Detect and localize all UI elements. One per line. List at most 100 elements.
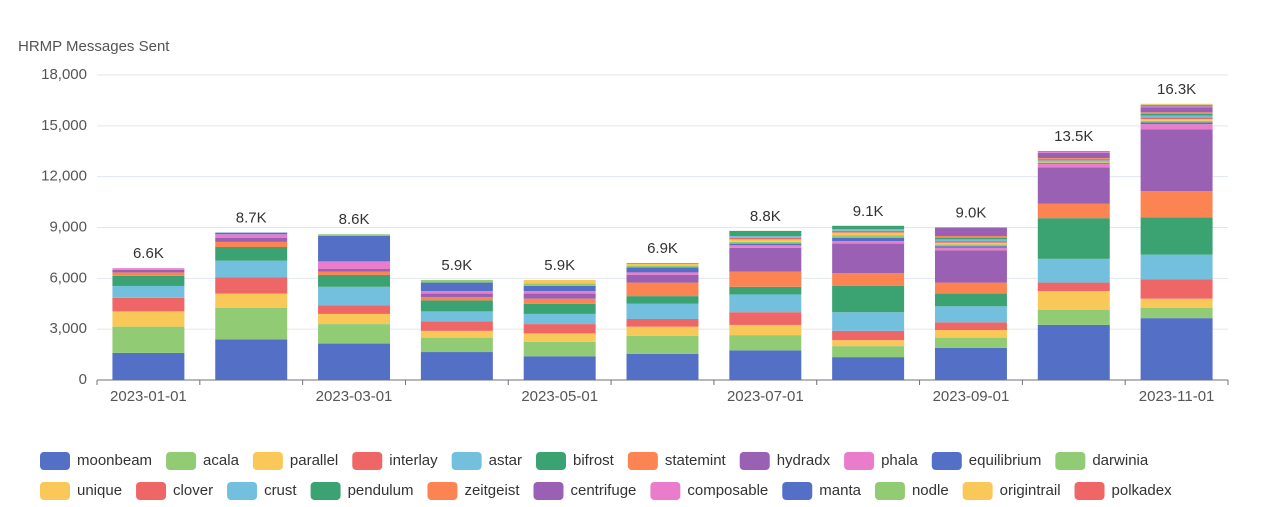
- bar-segment: [1140, 112, 1213, 114]
- bar-segment: [1140, 318, 1213, 380]
- bar-segment: [934, 237, 1007, 240]
- bar-segment: [215, 241, 288, 247]
- bar-segment: [1037, 161, 1110, 163]
- bar-segment: [729, 235, 802, 238]
- legend-item: moonbeam: [40, 452, 152, 470]
- legend-label: polkadex: [1112, 482, 1173, 499]
- legend-swatch: [1055, 452, 1086, 470]
- bar-segment: [420, 296, 493, 301]
- bar-segment: [626, 263, 699, 266]
- legend-swatch: [1074, 482, 1105, 500]
- bar-segment: [1037, 160, 1110, 162]
- legend-swatch: [252, 452, 283, 470]
- legend-label: parallel: [290, 452, 338, 469]
- bar-segment: [318, 271, 391, 275]
- legend-item: pendulum: [310, 482, 414, 500]
- bar-segment: [934, 250, 1007, 283]
- bar-segment: [1037, 152, 1110, 159]
- bar-segment: [420, 321, 493, 331]
- bar-segment: [318, 235, 391, 262]
- legend-swatch: [40, 452, 70, 470]
- bar-segment: [934, 227, 1007, 236]
- bar-segment: [112, 285, 185, 298]
- legend-swatch: [627, 452, 658, 470]
- legend-label: hydradx: [777, 452, 831, 469]
- bar-segment: [1140, 103, 1213, 105]
- legend-swatch: [310, 482, 341, 500]
- bar-segment: [729, 237, 802, 240]
- bar-segment: [832, 241, 905, 244]
- x-tick-label: 2023-01-01: [110, 388, 187, 405]
- bar-segment: [934, 330, 1007, 338]
- bar-segment: [420, 352, 493, 380]
- bar-segment: [318, 324, 391, 344]
- legend-label: pendulum: [348, 482, 414, 499]
- bar-segment: [420, 291, 493, 294]
- bar-segment: [420, 280, 493, 283]
- legend-label: unique: [77, 482, 122, 499]
- y-tick-label: 0: [79, 371, 87, 388]
- legend-label: phala: [881, 452, 918, 469]
- bar-segment: [523, 303, 596, 314]
- legend-label: equilibrium: [969, 452, 1042, 469]
- total-label: 8.8K: [750, 208, 781, 225]
- bar-segment: [1037, 159, 1110, 161]
- legend-label: zeitgeist: [464, 482, 520, 499]
- legend-label: origintrail: [1000, 482, 1061, 499]
- bar-segment: [215, 339, 288, 380]
- bar-segment: [1037, 151, 1110, 153]
- bar-segment: [729, 271, 802, 287]
- bar-segment: [832, 312, 905, 331]
- total-label: 16.3K: [1157, 81, 1196, 98]
- bar-segment: [1140, 119, 1213, 121]
- bar-segment: [832, 330, 905, 341]
- legend-swatch: [352, 452, 383, 470]
- bar-segment: [934, 241, 1007, 243]
- legend-swatch: [136, 482, 167, 500]
- bar-segment: [832, 273, 905, 286]
- legend-label: crust: [264, 482, 297, 499]
- bar-segment: [729, 243, 802, 246]
- bar-segment: [215, 307, 288, 340]
- bar-segment: [832, 357, 905, 380]
- legend-item: darwinia: [1055, 452, 1149, 470]
- bar-segment: [832, 229, 905, 231]
- y-tick-label: 12,000: [41, 168, 87, 185]
- bar-segment: [523, 333, 596, 342]
- legend-item: origintrail: [962, 482, 1061, 500]
- bar-segment: [832, 237, 905, 242]
- bar-segment: [729, 241, 802, 244]
- total-label: 9.1K: [853, 203, 884, 220]
- bar-segment: [626, 267, 699, 273]
- legend-label: statemint: [665, 452, 727, 469]
- bar-segment: [934, 235, 1007, 238]
- legend-item: polkadex: [1074, 482, 1173, 500]
- y-tick-label: 18,000: [41, 66, 87, 83]
- total-label: 13.5K: [1054, 128, 1093, 145]
- legend-label: manta: [819, 482, 861, 499]
- total-label: 6.9K: [647, 240, 678, 257]
- bar-segment: [626, 319, 699, 327]
- bar-segment: [318, 269, 391, 272]
- bar-segment: [832, 230, 905, 233]
- total-label: 9.0K: [956, 204, 987, 221]
- bar-segment: [215, 246, 288, 261]
- bar-segment: [112, 352, 185, 380]
- legend-swatch: [227, 482, 258, 500]
- bar-segment: [523, 341, 596, 357]
- bar-segment: [112, 268, 185, 270]
- bar-segment: [626, 265, 699, 268]
- bar-segment: [318, 313, 391, 325]
- bar-segment: [523, 283, 596, 286]
- bar-segment: [523, 291, 596, 294]
- legend-swatch: [844, 452, 875, 470]
- bar-segment: [1037, 282, 1110, 292]
- legend-item: crust: [227, 482, 297, 500]
- legend-item: centrifuge: [533, 482, 636, 500]
- y-tick-label: 15,000: [41, 117, 87, 134]
- bar-segment: [832, 225, 905, 230]
- bar-segment: [934, 242, 1007, 245]
- bar-segment: [1037, 258, 1110, 283]
- bar-segment: [729, 324, 802, 336]
- total-label: 8.6K: [339, 211, 370, 228]
